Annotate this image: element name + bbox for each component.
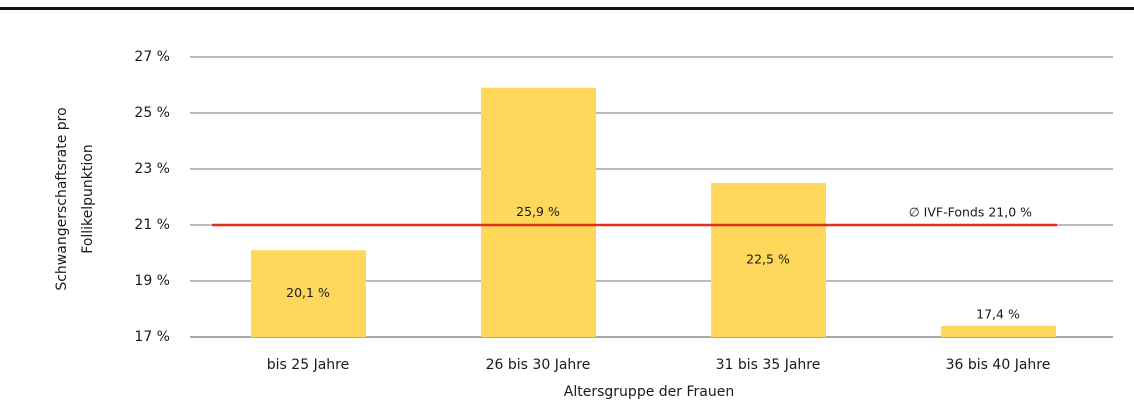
x-tick-label: 36 bis 40 Jahre: [946, 357, 1051, 373]
y-axis-title: Schwangerschaftsrate pro: [54, 107, 70, 290]
value-label: 17,4 %: [976, 306, 1020, 321]
y-tick-label: 27 %: [134, 49, 170, 65]
bar: [251, 250, 366, 337]
value-label: 22,5 %: [746, 252, 790, 267]
x-tick-label: 31 bis 35 Jahre: [716, 357, 821, 373]
y-axis-title: Follikelpunktion: [80, 144, 96, 253]
x-tick-label: 26 bis 30 Jahre: [486, 357, 591, 373]
top-rule: [0, 7, 1134, 10]
y-tick-label: 21 %: [134, 217, 170, 233]
y-tick-label: 25 %: [134, 105, 170, 121]
reference-label: ∅ IVF-Fonds 21,0 %: [909, 205, 1032, 220]
x-axis-title: Altersgruppe der Frauen: [564, 384, 734, 400]
value-label: 25,9 %: [516, 204, 560, 219]
y-tick-label: 19 %: [134, 273, 170, 289]
x-tick-label: bis 25 Jahre: [267, 357, 349, 373]
y-tick-label: 23 %: [134, 161, 170, 177]
bar: [711, 183, 826, 337]
bar: [941, 325, 1056, 337]
y-tick-label: 17 %: [134, 329, 170, 345]
value-label: 20,1 %: [286, 285, 330, 300]
bar: [481, 87, 596, 337]
